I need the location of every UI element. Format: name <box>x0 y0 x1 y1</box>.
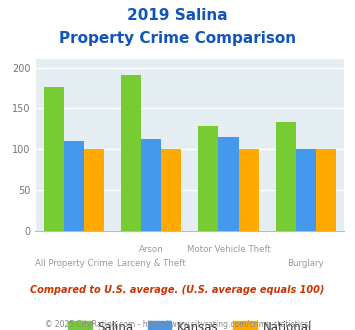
Bar <box>44 87 64 231</box>
Bar <box>316 149 336 231</box>
Bar <box>162 149 181 231</box>
Bar <box>239 149 259 231</box>
Text: Larceny & Theft: Larceny & Theft <box>117 259 186 268</box>
Bar <box>218 137 239 231</box>
Text: Arson: Arson <box>139 245 164 254</box>
Legend: Salina, Kansas, National: Salina, Kansas, National <box>63 316 317 330</box>
Bar <box>64 141 84 231</box>
Bar <box>121 75 141 231</box>
Text: Compared to U.S. average. (U.S. average equals 100): Compared to U.S. average. (U.S. average … <box>30 285 325 295</box>
Text: 2019 Salina: 2019 Salina <box>127 8 228 23</box>
Text: Motor Vehicle Theft: Motor Vehicle Theft <box>187 245 271 254</box>
Text: © 2025 CityRating.com - https://www.cityrating.com/crime-statistics/: © 2025 CityRating.com - https://www.city… <box>45 320 310 329</box>
Bar <box>198 126 218 231</box>
Bar <box>275 122 296 231</box>
Text: All Property Crime: All Property Crime <box>35 259 113 268</box>
Bar <box>84 149 104 231</box>
Text: Burglary: Burglary <box>288 259 324 268</box>
Bar <box>141 140 162 231</box>
Bar <box>296 149 316 231</box>
Text: Property Crime Comparison: Property Crime Comparison <box>59 31 296 46</box>
